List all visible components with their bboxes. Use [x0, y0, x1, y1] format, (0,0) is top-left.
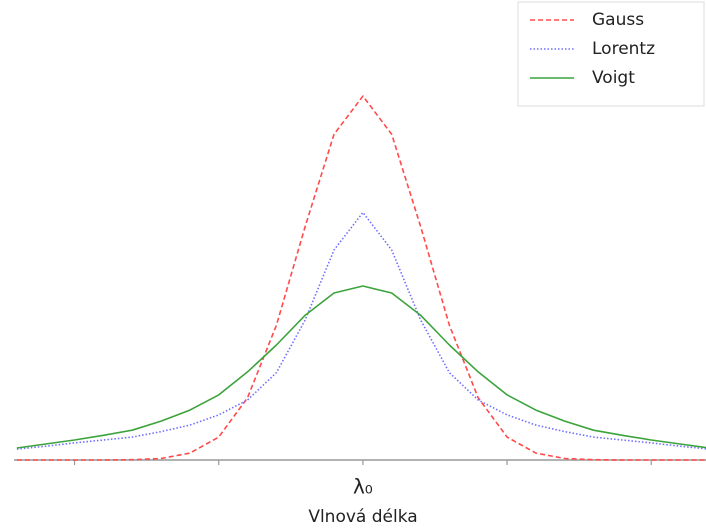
legend-label: Gauss: [592, 10, 644, 30]
line-series: [16, 211, 706, 450]
line-series: [16, 285, 706, 449]
legend-label: Voigt: [592, 68, 635, 88]
legend-label: Lorentz: [592, 39, 655, 59]
x-tick-label: λ₀: [353, 475, 373, 499]
line-series: [16, 95, 706, 461]
x-axis-label: Vlnová délka: [308, 507, 417, 527]
